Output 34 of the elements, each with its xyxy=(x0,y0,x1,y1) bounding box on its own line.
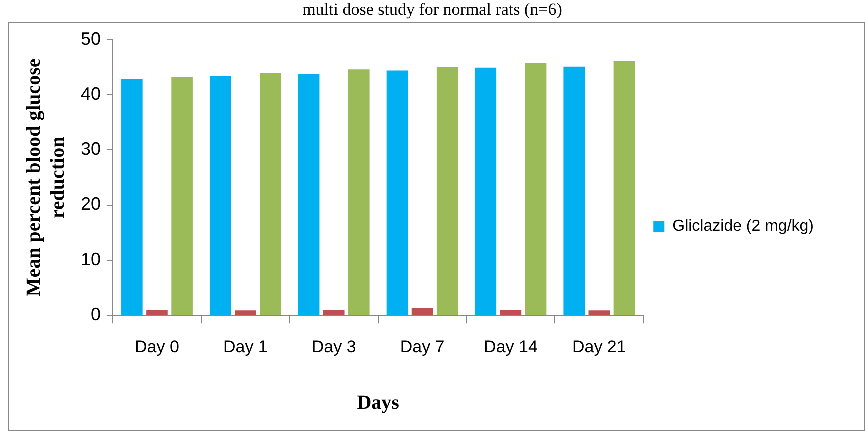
bar xyxy=(525,62,547,316)
bar xyxy=(500,310,522,316)
bar xyxy=(122,80,143,316)
bar xyxy=(298,74,320,316)
legend-label: Gliclazide (2 mg/kg) xyxy=(672,218,814,235)
bar xyxy=(412,308,434,316)
bar xyxy=(323,310,345,316)
bar xyxy=(235,310,256,316)
bar xyxy=(386,70,408,316)
x-tick-label: Day 14 xyxy=(484,337,538,356)
bar xyxy=(564,66,585,316)
y-axis-title: Mean percent blood glucose reduction xyxy=(23,58,70,297)
bar xyxy=(210,76,232,316)
y-tick-label: 10 xyxy=(80,249,102,270)
y-tick-label: 20 xyxy=(80,194,102,214)
bar xyxy=(172,77,193,316)
bar xyxy=(588,310,610,316)
bar xyxy=(614,61,636,316)
x-tick-label: Day 21 xyxy=(572,337,626,356)
x-tick-label: Day 7 xyxy=(400,337,445,356)
chart-title: multi dose study for normal rats (n=6) xyxy=(302,0,564,20)
y-tick-label: 40 xyxy=(80,84,102,104)
x-axis-title: Days xyxy=(357,392,400,414)
x-tick-label: Day 1 xyxy=(223,337,268,356)
x-tick-label: Day 3 xyxy=(312,337,356,356)
bar xyxy=(436,67,458,316)
bar xyxy=(348,70,370,316)
y-tick-label: 0 xyxy=(91,304,102,325)
x-tick-label: Day 0 xyxy=(135,337,180,356)
bar xyxy=(146,310,168,316)
bar xyxy=(475,68,497,316)
bar xyxy=(260,73,282,316)
y-tick-label: 50 xyxy=(80,28,102,49)
y-tick-label: 30 xyxy=(80,139,102,160)
